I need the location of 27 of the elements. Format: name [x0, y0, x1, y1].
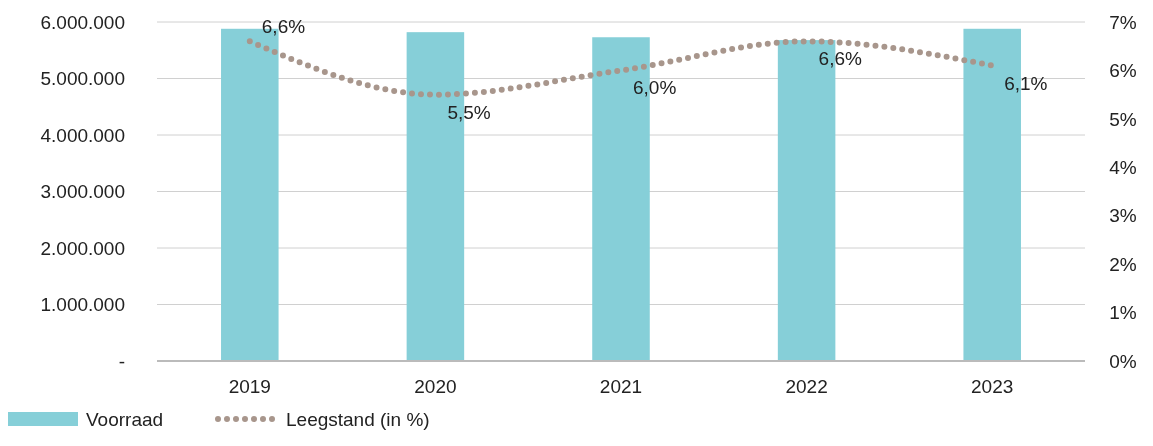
- y2-tick-label: 0%: [1109, 350, 1137, 372]
- x-tick-label: 2023: [971, 376, 1014, 397]
- y-tick-label: 2.000.000: [40, 237, 125, 259]
- data-label: 6,0%: [633, 77, 677, 99]
- y-tick-label: 6.000.000: [40, 11, 125, 33]
- y2-tick-label: 5%: [1109, 108, 1137, 130]
- y2-tick-label: 2%: [1109, 253, 1137, 275]
- y2-tick-label: 7%: [1109, 11, 1137, 33]
- data-label: 6,6%: [261, 16, 306, 38]
- data-label: 6,1%: [1004, 72, 1048, 94]
- x-tick-label: 2022: [785, 376, 828, 397]
- y-tick-label: 5.000.000: [40, 68, 125, 90]
- x-tick-label: 2020: [414, 376, 457, 397]
- y2-tick-label: 4%: [1109, 156, 1137, 178]
- x-tick-label: 2021: [599, 376, 643, 397]
- data-label: 5,5%: [447, 101, 491, 123]
- legend-label: Leegstand (in %): [286, 409, 430, 430]
- x-tick-label: 2019: [228, 376, 271, 397]
- y2-tick-label: 6%: [1109, 60, 1137, 82]
- y2-tick-label: 1%: [1109, 302, 1137, 324]
- y-tick-label: 1.000.000: [40, 294, 125, 316]
- y2-tick-label: 3%: [1109, 205, 1137, 227]
- y-tick-label: 3.000.000: [40, 181, 125, 203]
- y-tick-label: -: [118, 350, 125, 372]
- y-tick-label: 4.000.000: [40, 124, 125, 146]
- data-label: 6,6%: [818, 48, 863, 70]
- legend-label: Voorraad: [86, 409, 164, 430]
